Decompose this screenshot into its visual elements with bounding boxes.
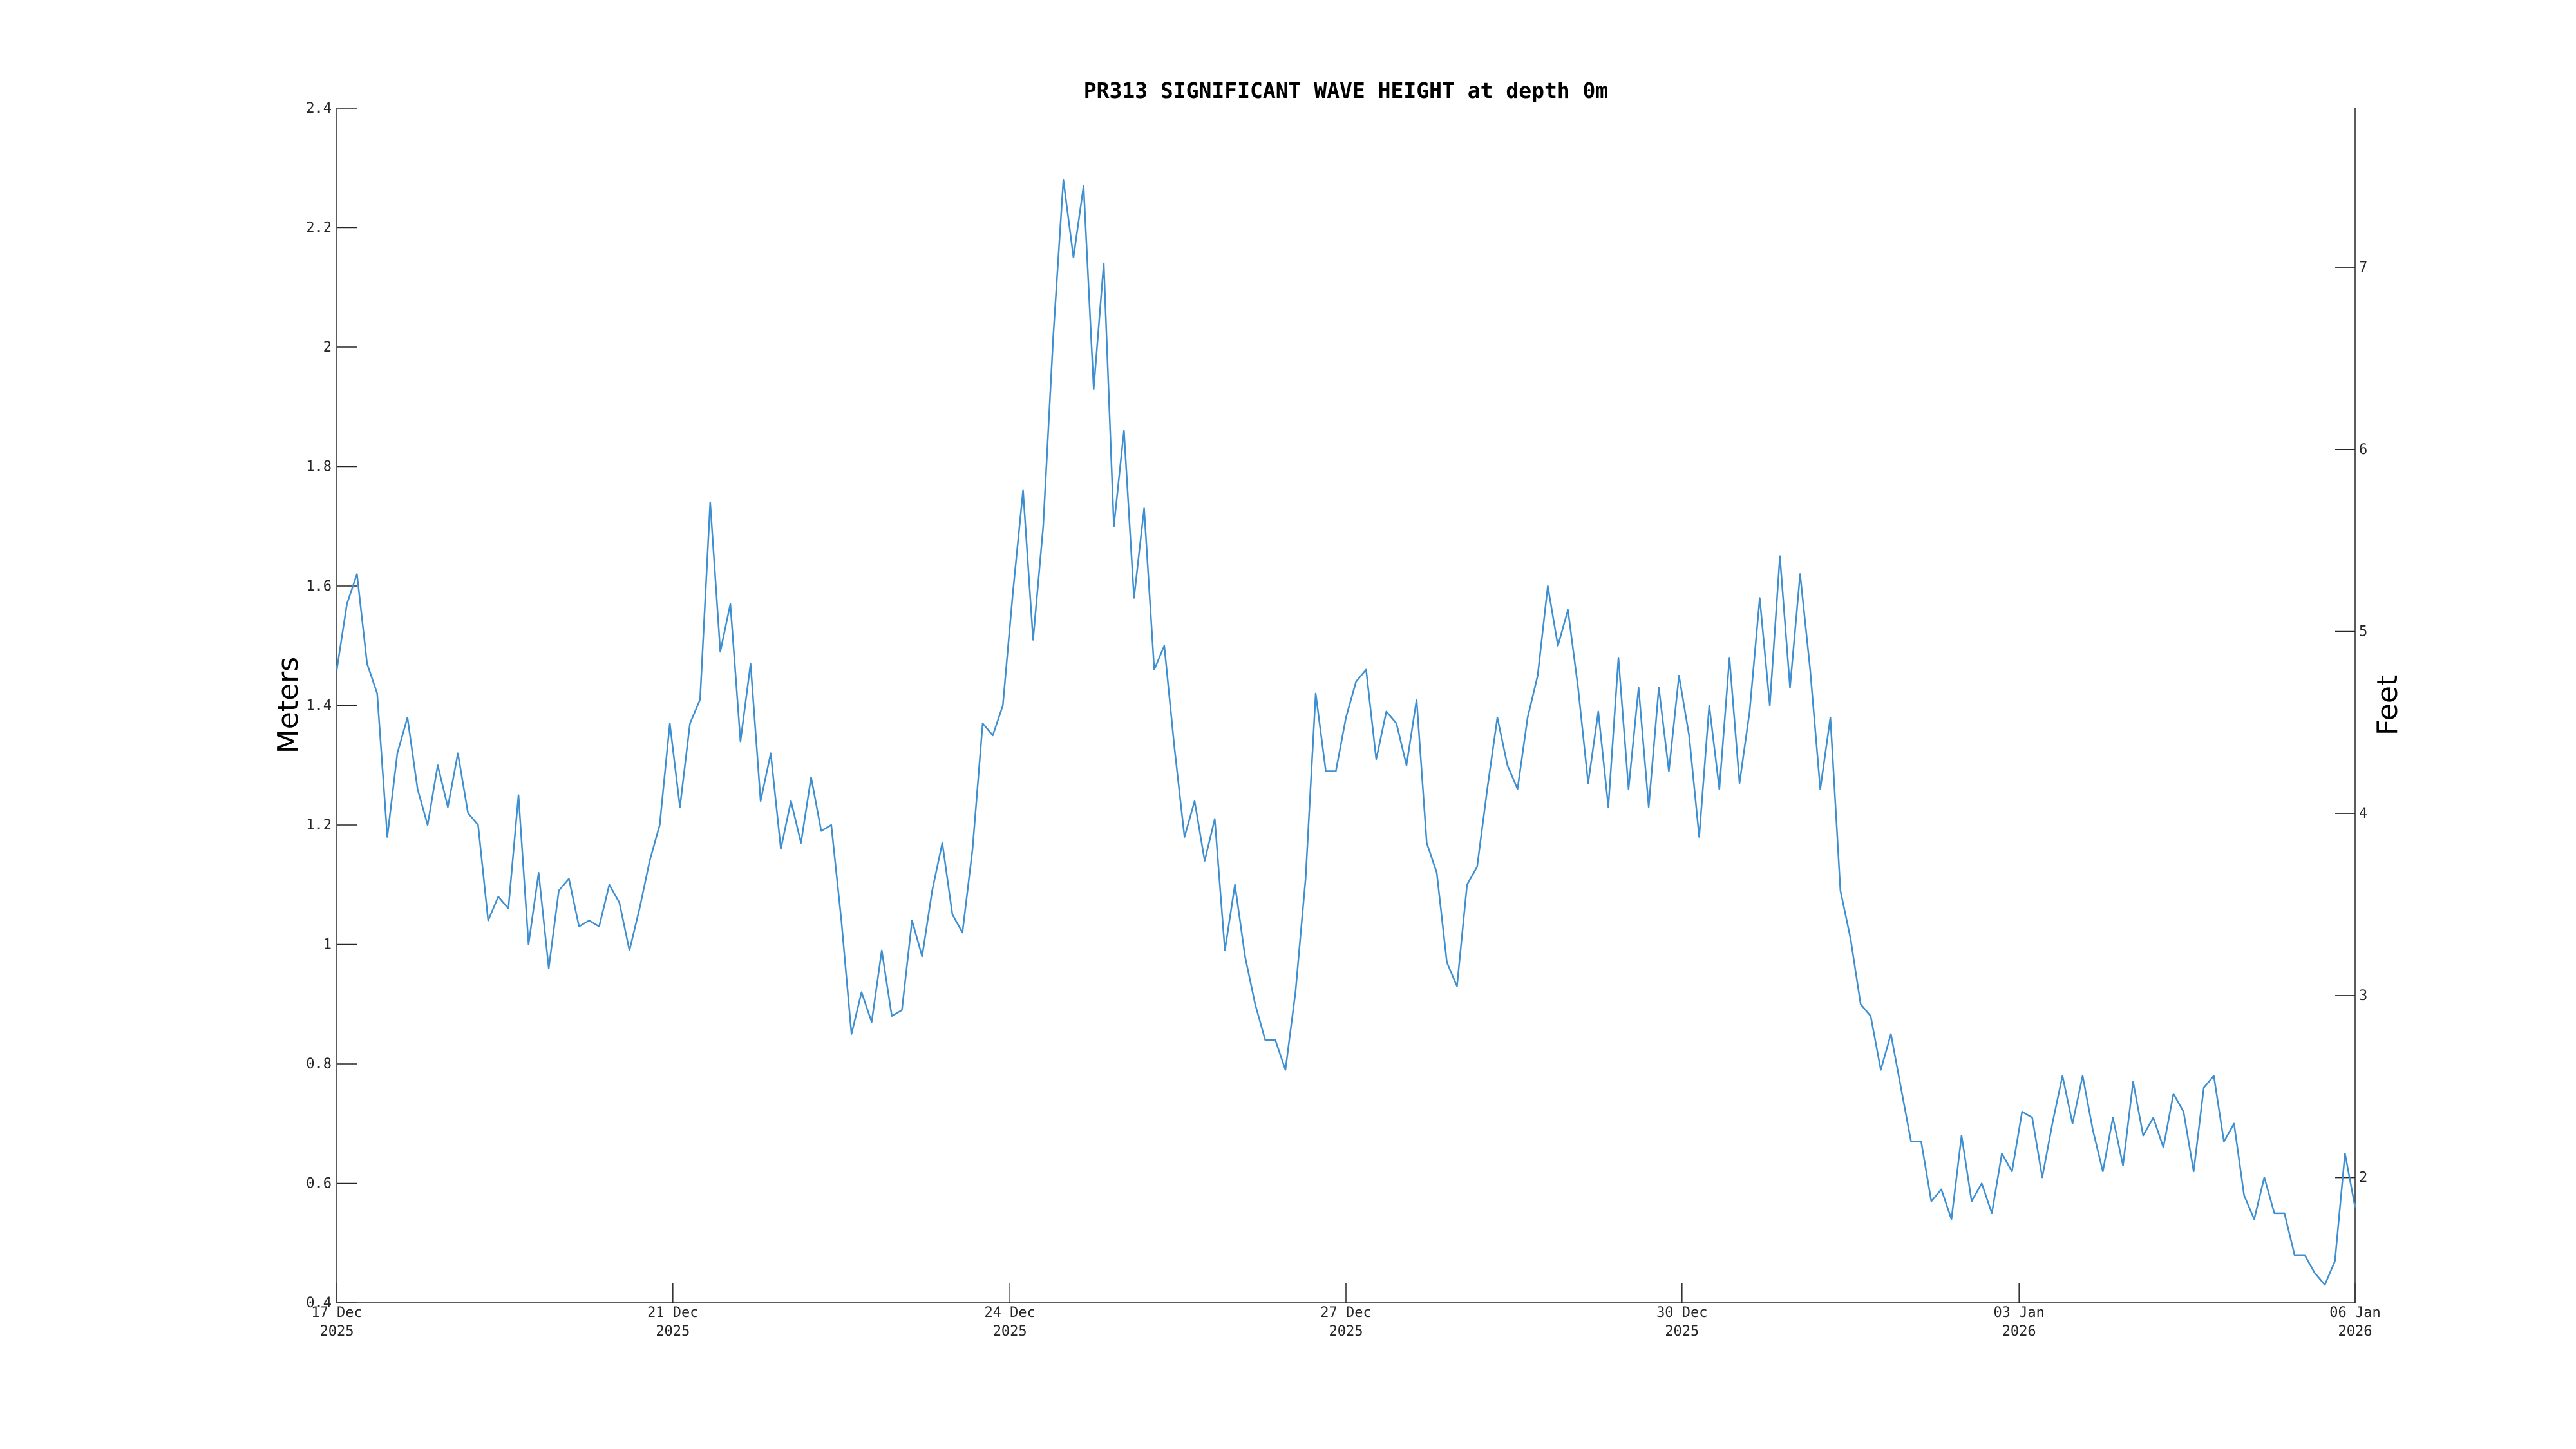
x-tick-label: 06 Jan 2026 xyxy=(2329,1305,2380,1340)
y2-tick-label: 6 xyxy=(2359,442,2367,458)
chart-title: PR313 SIGNIFICANT WAVE HEIGHT at depth 0… xyxy=(1084,78,1609,103)
x-tick-label: 03 Jan 2026 xyxy=(1993,1305,2044,1340)
x-tick-label: 24 Dec 2025 xyxy=(984,1305,1035,1340)
y2-tick-label: 3 xyxy=(2359,988,2367,1004)
y-tick-label: 0.4 xyxy=(306,1295,332,1311)
x-tick-label: 17 Dec 2025 xyxy=(311,1305,362,1340)
y2-tick-label: 7 xyxy=(2359,260,2367,276)
y-tick-label: 1 xyxy=(323,937,332,953)
y-tick-label: 1.6 xyxy=(306,578,332,594)
x-tick-label: 27 Dec 2025 xyxy=(1320,1305,1371,1340)
y2-axis-label: Feet xyxy=(2371,675,2404,735)
y-tick-label: 2.2 xyxy=(306,220,332,236)
x-tick-label: 21 Dec 2025 xyxy=(647,1305,698,1340)
y2-tick-label: 5 xyxy=(2359,623,2367,639)
y2-tick-label: 4 xyxy=(2359,806,2367,822)
y-axis-label: Meters xyxy=(272,657,305,753)
y-tick-label: 2 xyxy=(323,339,332,355)
y-tick-label: 1.2 xyxy=(306,817,332,833)
y-tick-label: 2.4 xyxy=(306,100,332,117)
x-tick-label: 30 Dec 2025 xyxy=(1656,1305,1707,1340)
data-line xyxy=(336,179,2356,1286)
y-tick-label: 0.8 xyxy=(306,1056,332,1072)
y2-tick-label: 2 xyxy=(2359,1170,2367,1186)
y-tick-label: 0.6 xyxy=(306,1176,332,1192)
y-tick-label: 1.4 xyxy=(306,698,332,714)
y-tick-label: 1.8 xyxy=(306,459,332,475)
